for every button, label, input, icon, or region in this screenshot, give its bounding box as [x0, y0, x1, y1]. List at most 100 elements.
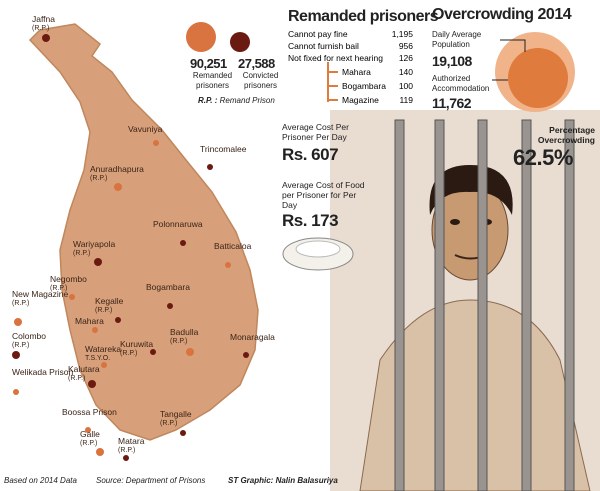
prison-label: Mahara	[342, 67, 371, 77]
place-label: Kuruwita (R.P.)	[120, 340, 153, 358]
place-label: Welikada Prison	[12, 368, 73, 377]
place-label: Jaffna (R.P.)	[32, 15, 55, 33]
population-value: 19,108	[432, 53, 472, 69]
prison-value: 140	[398, 67, 413, 77]
place-label: Matara (R.P.)	[118, 437, 144, 455]
prison-dot	[94, 258, 102, 266]
place-note: (R.P.)	[12, 300, 30, 307]
prison-dot	[186, 348, 194, 356]
remanded-label: Remanded prisoners	[192, 71, 233, 90]
place-note: (R.P.)	[68, 375, 86, 382]
place-name: Mahara	[75, 316, 104, 326]
place-name: Polonnaruwa	[153, 219, 203, 229]
place-name: New Magazine	[12, 289, 69, 299]
place-label: Anuradhapura (R.P.)	[90, 165, 144, 183]
place-label: Colombo (R.P.)	[12, 332, 46, 350]
place-label: Polonnaruwa	[153, 220, 203, 229]
food-label: Average Cost of Food per Prisoner for Pe…	[282, 180, 365, 210]
prison-value: 119	[399, 95, 413, 105]
place-name: Kegalle	[95, 296, 124, 306]
footer-basis: Based on 2014 Data	[4, 476, 77, 485]
place-label: Badulla (R.P.)	[170, 328, 198, 346]
prison-dot	[225, 262, 231, 268]
place-note: (R.P.)	[90, 175, 108, 182]
reason-label: Not fixed for next hearing	[288, 53, 383, 63]
place-name: Matara	[118, 436, 145, 446]
prison-dot	[150, 349, 156, 355]
place-note: (R.P.)	[80, 440, 98, 447]
prison-dot	[153, 140, 159, 146]
reason-row: Cannot pay fine 1,195	[288, 29, 413, 39]
place-name: Welikada Prison	[12, 367, 74, 377]
place-label: Vavuniya	[128, 125, 162, 134]
cost-value: Rs. 607	[282, 145, 339, 164]
prison-dot	[85, 427, 91, 433]
place-label: Bogambara	[146, 283, 190, 292]
place-name: Kuruwita	[120, 339, 154, 349]
place-note: (R.P.)	[73, 250, 91, 257]
place-label: Kalutara (R.P.)	[68, 365, 100, 383]
prison-dot	[114, 183, 122, 191]
reason-value: 1,195	[391, 29, 413, 39]
population-label: Daily Average Population	[432, 30, 482, 49]
place-name: Boossa Prison	[62, 407, 117, 417]
arrows	[327, 62, 338, 102]
place-label: Monaragala	[230, 333, 275, 342]
place-name: Colombo	[12, 331, 47, 341]
place-name: Jaffna	[32, 14, 56, 24]
prison-dot	[69, 294, 75, 300]
convicted-circle	[230, 32, 250, 52]
cost-label: Average Cost Per Prisoner Per Day	[282, 122, 349, 142]
place-name: Galle	[80, 429, 100, 439]
prison-row: Magazine 119	[342, 95, 413, 105]
prison-label: Magazine	[342, 95, 379, 105]
plate	[282, 237, 354, 271]
place-name: Monaragala	[230, 332, 275, 342]
reason-row: Cannot furnish bail 956	[288, 41, 413, 51]
sri-lanka-map	[28, 23, 259, 441]
footer-source: Source: Department of Prisons	[96, 476, 206, 485]
place-note: (R.P.)	[118, 447, 136, 454]
cell-bars	[394, 119, 575, 491]
percentage-label: Percentage Overcrowding	[537, 125, 595, 145]
place-label: Wariyapola (R.P.)	[73, 240, 115, 258]
place-name: Trincomalee	[200, 144, 247, 154]
place-note: (R.P.)	[50, 285, 68, 292]
place-label: Boossa Prison	[62, 408, 117, 417]
prison-dot	[180, 430, 186, 436]
place-label: New Magazine (R.P.)	[12, 290, 68, 308]
prison-dot	[42, 34, 50, 42]
place-name: Tangalle	[160, 409, 192, 419]
prison-label: Bogambara	[342, 81, 386, 91]
place-name: Bogambara	[146, 282, 190, 292]
reason-label: Cannot pay fine	[288, 29, 348, 39]
remanded-count: 90,251	[190, 56, 227, 71]
place-note: (R.P.)	[160, 420, 178, 427]
place-label: Kegalle (R.P.)	[95, 297, 123, 315]
reason-label: Cannot furnish bail	[288, 41, 359, 51]
percentage-value: 62.5%	[513, 145, 573, 170]
place-note: (R.P.)	[95, 307, 113, 314]
remanded-heading: Remanded prisoners	[288, 8, 439, 25]
remanded-circle	[186, 22, 216, 52]
prison-row: Bogambara 100	[342, 81, 413, 91]
place-note: T.S.Y.O.	[85, 355, 111, 362]
prison-dot	[123, 455, 129, 461]
prison-dot	[88, 380, 96, 388]
place-label: Negombo (R.P.)	[50, 275, 87, 293]
place-name: Anuradhapura	[90, 164, 144, 174]
overcrowding-heading: Overcrowding 2014	[432, 6, 572, 23]
place-note: (R.P.)	[120, 350, 138, 357]
place-name: Vavuniya	[128, 124, 163, 134]
place-label: Tangalle (R.P.)	[160, 410, 192, 428]
place-name: Wariyapola	[73, 239, 116, 249]
accommodation-circle	[508, 48, 568, 108]
food-value: Rs. 173	[282, 211, 339, 230]
place-note: (R.P.)	[12, 342, 30, 349]
place-note: (R.P.)	[32, 25, 50, 32]
accommodation-value: 11,762	[432, 95, 472, 111]
place-name: Negombo	[50, 274, 87, 284]
prison-dot	[207, 164, 213, 170]
